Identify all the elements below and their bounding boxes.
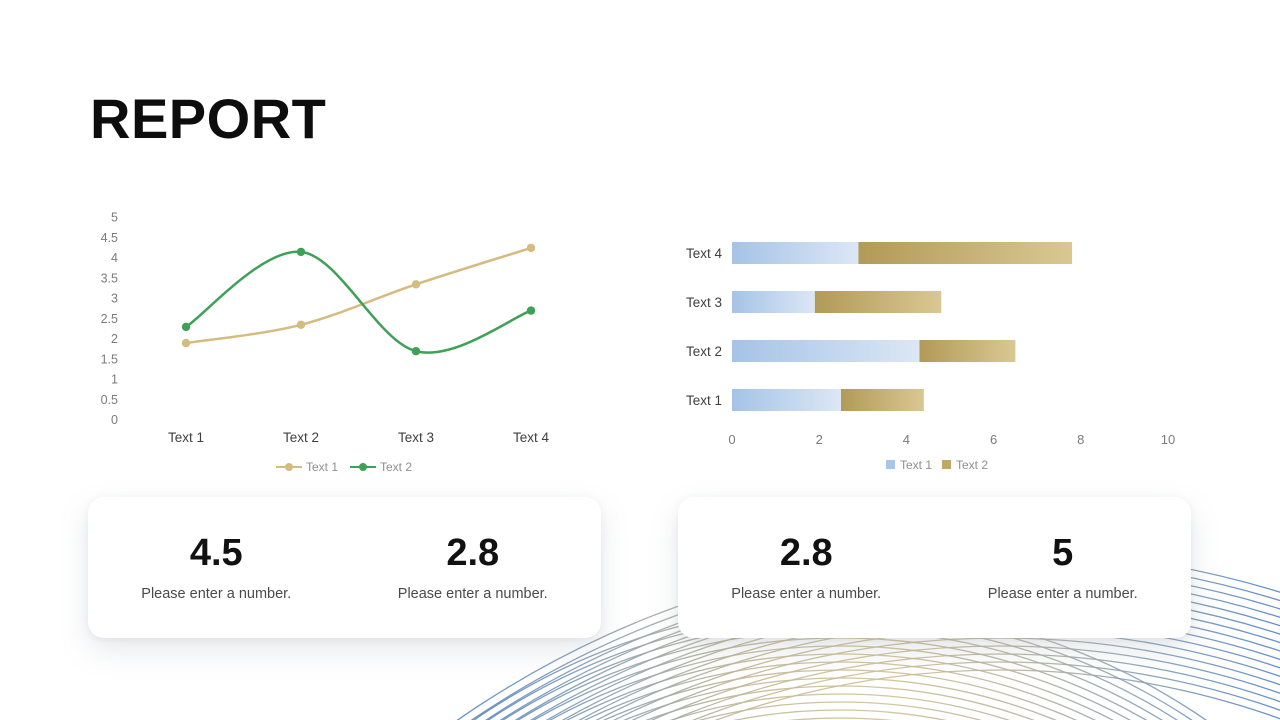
decorative-arc [602,669,1078,720]
data-point [181,322,191,332]
line-series [184,246,533,345]
data-point [411,347,421,356]
stat-card-left: 4.5 Please enter a number. 2.8 Please en… [88,497,601,638]
decorative-arc [715,669,1280,720]
decorative-arc [566,653,1114,720]
y-tick-label: 2 [111,332,118,346]
legend-label: Text 2 [380,460,412,474]
y-tick-label: 1 [111,373,118,387]
decorative-arc [645,685,1035,720]
legend-marker-dot [359,463,367,471]
y-tick-label: 4.5 [101,231,118,245]
stat-value: 2.8 [779,531,833,574]
y-tick-label: 2.5 [101,312,118,326]
legend-marker-dot [285,463,293,471]
data-point [181,338,191,348]
bar-segment [732,389,841,411]
legend-swatch [886,460,895,469]
data-point [296,320,306,329]
x-category-label: Text 3 [398,430,434,445]
bar-segment [841,389,924,411]
stat-block: 4.5 Please enter a number. [88,534,345,602]
legend-swatch [942,460,951,469]
y-tick-label: 3 [111,292,118,306]
bar-segment [732,340,920,362]
legend-label: Text 1 [306,460,338,474]
y-tick-label: 0 [111,413,118,427]
y-tick-label: 4 [111,251,118,265]
data-point [411,280,421,289]
stat-block: 2.8 Please enter a number. [678,534,935,602]
x-tick-label: 8 [1077,432,1084,447]
decorative-arc [788,717,892,720]
bar-chart: Text 4 Text 3 Text 2 Text 1 0 2 4 6 8 10 Text 1 Tex… [686,242,1175,472]
decorative-arc [584,661,1096,720]
bar-segment [732,242,859,264]
bar-segment [732,291,815,313]
stat-block: 5 Please enter a number. [935,534,1192,602]
stat-caption: Please enter a number. [397,585,548,602]
stat-caption: Please enter a number. [731,585,882,602]
decorative-arc [549,645,1131,720]
page-title: REPORT [90,87,327,150]
legend-label: Text 2 [956,458,988,472]
decorative-arc [650,645,1280,720]
y-tick-label: 5 [111,211,118,225]
data-point [526,243,536,253]
decorative-arc [734,709,946,720]
bar-segment [919,340,1016,362]
decorative-arc [698,701,982,720]
legend-label: Text 1 [900,458,932,472]
stat-caption: Please enter a number. [987,585,1138,602]
stat-caption: Please enter a number. [141,585,292,602]
y-tick-label: 3.5 [101,271,118,285]
stat-value: 5 [1052,531,1074,574]
decorative-arc [692,661,1280,720]
x-tick-label: 0 [728,432,735,447]
data-point [296,247,306,257]
data-point [526,306,536,315]
decorative-arc [623,677,1057,720]
x-category-label: Text 2 [283,430,319,445]
decorative-arc [670,693,1010,720]
stat-value: 4.5 [189,531,243,574]
x-tick-label: 6 [990,432,997,447]
x-tick-label: 2 [816,432,823,447]
decorative-arc [632,637,1280,720]
bar-category-label: Text 4 [686,246,723,261]
stat-card-right: 2.8 Please enter a number. 5 Please ente… [678,497,1191,638]
y-tick-label: 1.5 [101,352,118,366]
bar-segment [858,242,1073,264]
line-series [184,250,533,354]
bar-segment [814,291,942,313]
y-tick-label: 0.5 [101,393,118,407]
bar-category-label: Text 2 [686,344,722,359]
x-tick-label: 4 [903,432,910,447]
bar-category-label: Text 1 [686,393,722,408]
stat-block: 2.8 Please enter a number. [345,534,602,602]
decorative-arc [532,637,1148,720]
line-chart: 5 4.5 4 3.5 3 2.5 2 1.5 1 0.5 0 Text 1 Text 2 Text 3 T… [101,211,550,475]
stat-value: 2.8 [446,531,500,574]
x-tick-label: 10 [1161,432,1175,447]
x-category-label: Text 1 [168,430,204,445]
bar-category-label: Text 3 [686,295,722,310]
decorative-arc [671,653,1280,720]
x-category-label: Text 4 [513,430,550,445]
